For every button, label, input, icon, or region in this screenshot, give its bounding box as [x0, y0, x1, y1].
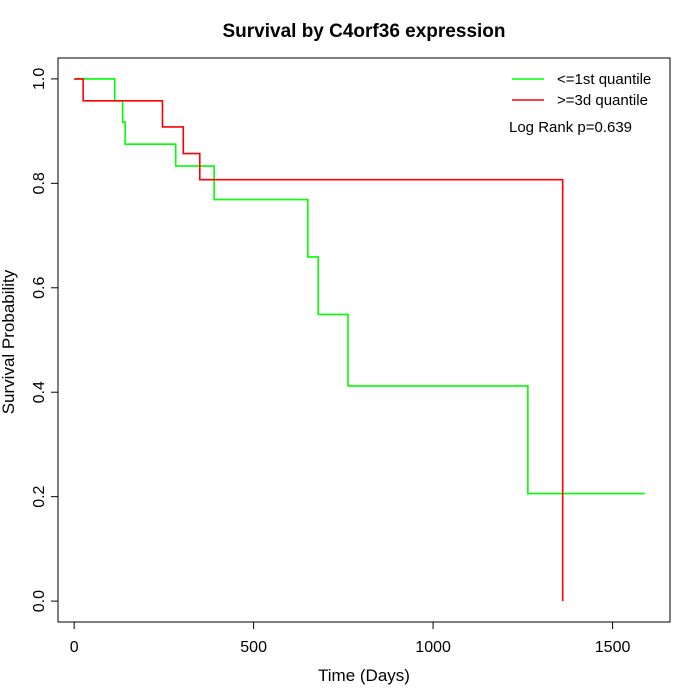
legend: <=1st quantile >=3d quantile — [512, 71, 651, 109]
x-tick-label: 1000 — [415, 639, 451, 656]
x-axis-title: Time (Days) — [318, 666, 410, 685]
y-tick-label: 0.8 — [31, 172, 48, 194]
x-tick-label: 0 — [70, 639, 79, 656]
y-tick-label: 0.4 — [31, 381, 48, 403]
x-tick-label: 1500 — [595, 639, 631, 656]
y-tick-label: 0.6 — [31, 277, 48, 299]
x-axis: 0 500 1000 1500 — [70, 621, 631, 656]
legend-label: >=3d quantile — [557, 92, 648, 109]
y-tick-label: 0.2 — [31, 485, 48, 507]
x-tick-label: 500 — [240, 639, 267, 656]
log-rank-annotation: Log Rank p=0.639 — [509, 119, 632, 136]
legend-label: <=1st quantile — [557, 71, 651, 88]
series-layer — [74, 78, 645, 602]
y-tick-label: 1.0 — [31, 68, 48, 90]
y-axis-title: Survival Probability — [0, 269, 18, 414]
y-axis: 0.0 0.2 0.4 0.6 0.8 1.0 — [31, 68, 59, 612]
survival-curve-low — [74, 78, 645, 495]
y-tick-label: 0.0 — [31, 590, 48, 612]
chart-title: Survival by C4orf36 expression — [222, 21, 505, 42]
plot-frame — [57, 57, 671, 623]
survival-curve-high — [74, 78, 564, 602]
